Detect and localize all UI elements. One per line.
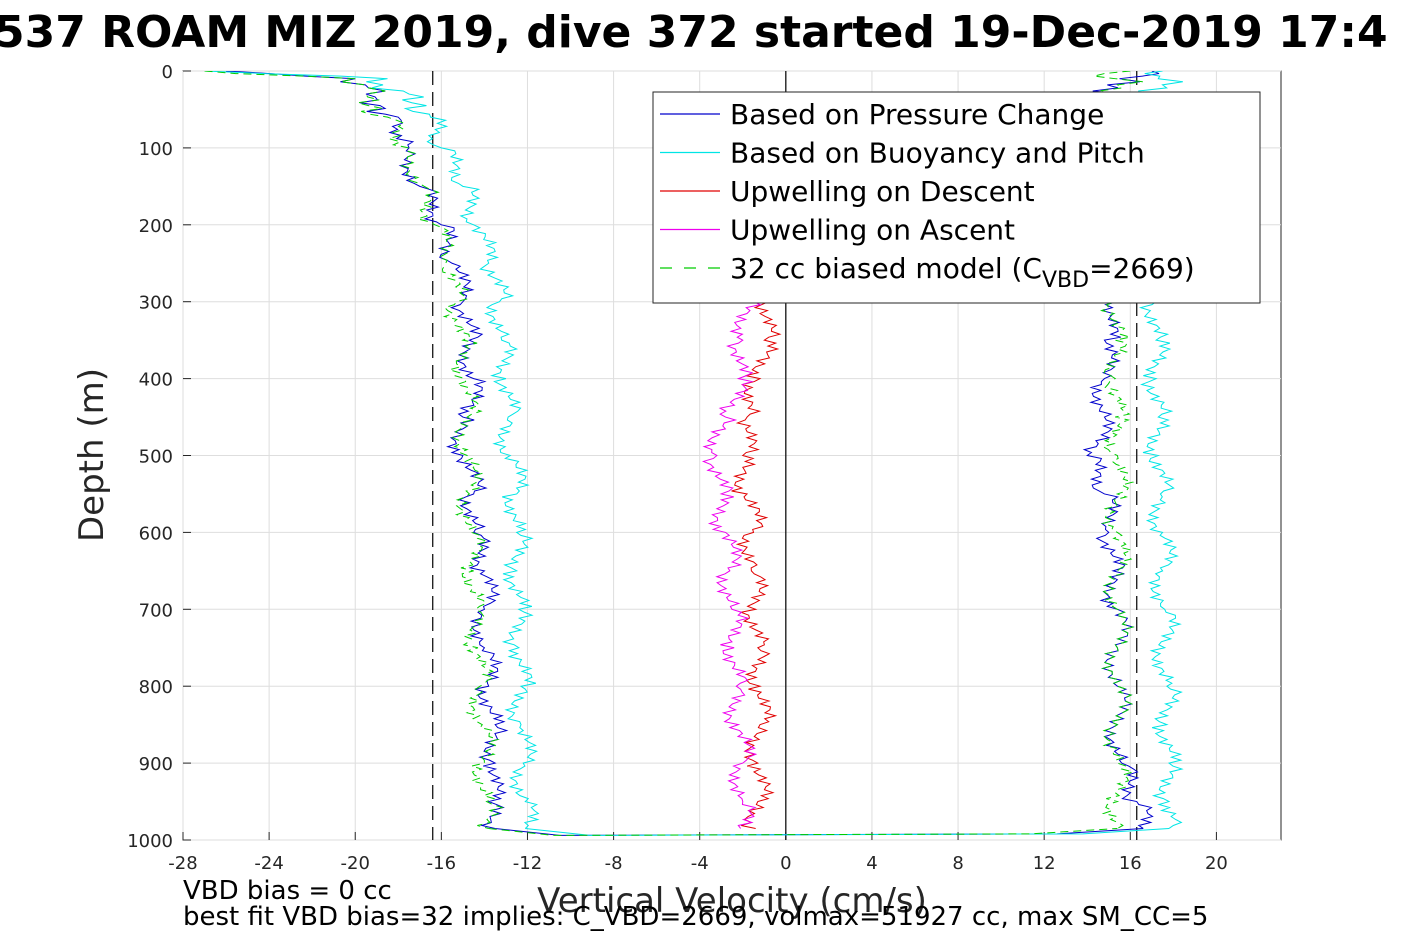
x-tick-label: -4 — [691, 853, 709, 874]
y-tick-label: 700 — [139, 600, 173, 621]
y-tick-label: 800 — [139, 677, 173, 698]
legend-label-suffix: =2669) — [1089, 252, 1195, 285]
footer-best-fit: best fit VBD bias=32 implies: C_VBD=2669… — [183, 902, 1209, 932]
x-tick-label: 8 — [952, 853, 963, 874]
y-tick-label: 300 — [139, 293, 173, 314]
footer-vbd-bias: VBD bias = 0 cc — [183, 876, 392, 906]
legend-label: Upwelling on Ascent — [730, 214, 1015, 247]
x-tick-label: -16 — [427, 853, 456, 874]
series-group — [204, 71, 1184, 836]
legend-label-text: Based on Pressure Change — [730, 98, 1104, 131]
y-tick-label: 600 — [139, 523, 173, 544]
x-tick-label: -28 — [168, 853, 197, 874]
y-tick-label: 500 — [139, 447, 173, 468]
x-tick-label: 4 — [866, 853, 877, 874]
series-line — [731, 301, 782, 829]
x-tick-label: -8 — [605, 853, 623, 874]
legend-label: Based on Buoyancy and Pitch — [730, 137, 1145, 170]
legend-label-subscript: VBD — [1042, 268, 1089, 293]
chart-title: 537 ROAM MIZ 2019, dive 372 started 19-D… — [0, 7, 1388, 58]
series-descent-line — [204, 71, 540, 829]
legend-box — [652, 91, 1261, 304]
axis-ticks: -28 -24 -20 -16 -12 -8 -4 0 4 8 12 16 20010020030040… — [127, 62, 1228, 874]
series-descent-line — [226, 71, 509, 829]
legend-label-text: Based on Buoyancy and Pitch — [730, 137, 1145, 170]
legend-label-text: Upwelling on Ascent — [730, 214, 1015, 247]
x-tick-label: 16 — [1119, 853, 1142, 874]
legend-label-text: 32 cc biased model (C — [730, 252, 1042, 285]
y-axis-label: Depth (m) — [72, 368, 112, 542]
series-turn-line — [525, 827, 1170, 836]
series-turn-line — [488, 827, 1118, 836]
x-tick-label: -20 — [341, 853, 370, 874]
y-tick-label: 100 — [139, 139, 173, 160]
x-tick-label: -24 — [254, 853, 283, 874]
x-axis-label: Vertical Velocity (cm/s) — [537, 881, 927, 921]
legend-label-text: Upwelling on Descent — [730, 175, 1035, 208]
legend-label: Based on Pressure Change — [730, 98, 1104, 131]
legend-label: Upwelling on Descent — [730, 175, 1035, 208]
y-tick-label: 200 — [139, 216, 173, 237]
series-line — [701, 301, 762, 829]
x-tick-label: -12 — [513, 853, 542, 874]
y-tick-label: 0 — [162, 62, 173, 83]
legend: Based on Pressure Change Based on Buoyanc… — [652, 91, 1261, 304]
y-tick-label: 900 — [139, 754, 173, 775]
legend-label: 32 cc biased model (CVBD=2669) — [730, 252, 1195, 293]
series-descent-line — [204, 71, 504, 829]
y-tick-label: 400 — [139, 370, 173, 391]
x-tick-label: 0 — [780, 853, 791, 874]
x-tick-label: 20 — [1205, 853, 1228, 874]
y-tick-label: 1000 — [127, 831, 173, 852]
x-tick-label: 12 — [1033, 853, 1056, 874]
